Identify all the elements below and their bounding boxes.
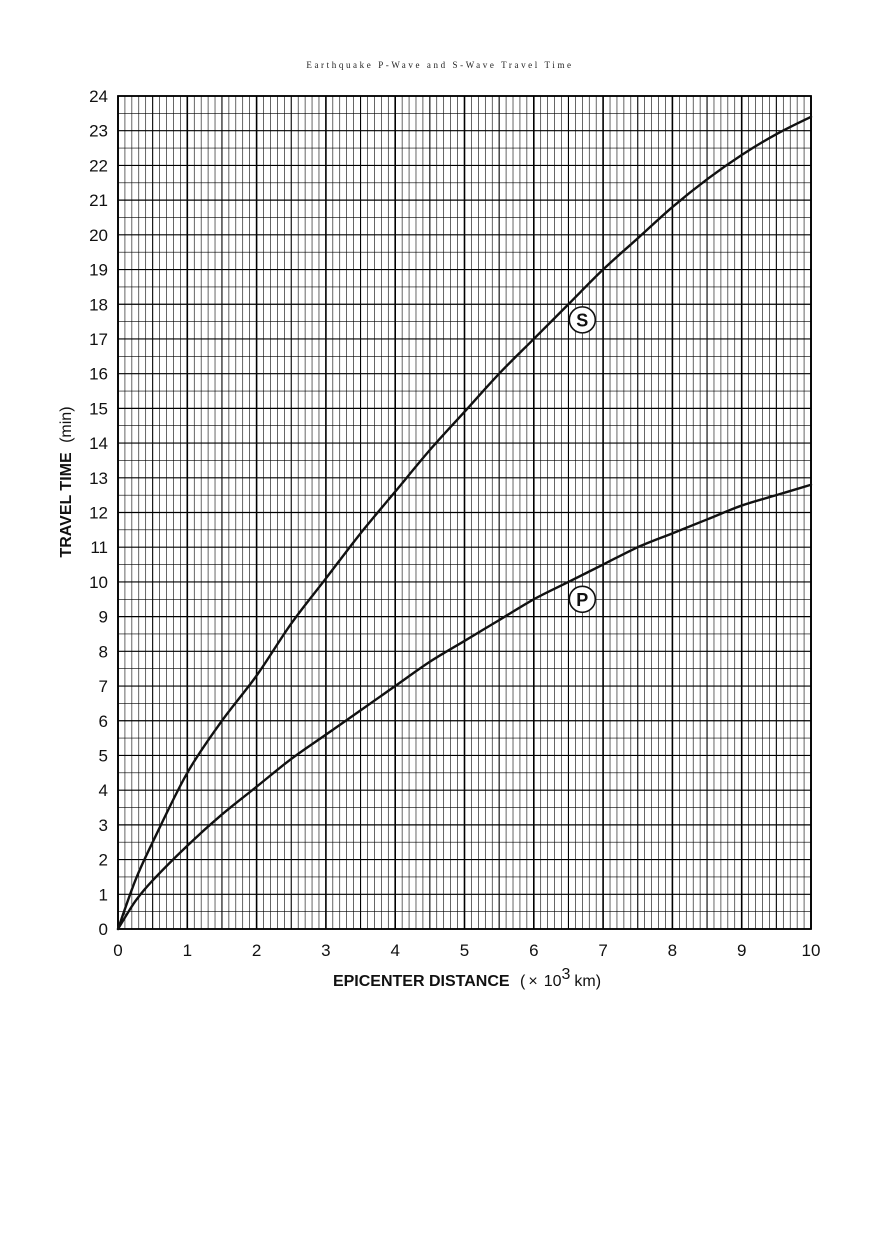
chart-grid: [117, 95, 812, 930]
y-tick-label: 15: [89, 399, 108, 418]
y-tick-label: 20: [89, 226, 108, 245]
series-label-text: P: [576, 590, 588, 610]
x-axis-unit-base: 10: [544, 973, 562, 990]
x-tick-label: 6: [529, 941, 538, 960]
series-lines: [116, 115, 813, 931]
series-line-p: [116, 483, 813, 931]
y-tick-label: 8: [99, 642, 108, 661]
series-label-text: S: [576, 310, 588, 330]
x-tick-label: 1: [183, 941, 192, 960]
y-axis-label-text: TRAVEL TIME: [58, 452, 75, 558]
y-tick-label: 2: [99, 851, 108, 870]
x-axis-unit-exp: 3: [561, 966, 570, 983]
y-tick-label: 4: [99, 781, 108, 800]
y-tick-label: 1: [99, 885, 108, 904]
y-tick-label: 9: [99, 608, 108, 627]
series-label-p: P: [568, 585, 597, 614]
x-axis-unit-times: ×: [528, 973, 537, 990]
y-tick-label: 18: [89, 295, 108, 314]
plot-frame: [117, 95, 812, 930]
y-tick-label: 7: [99, 677, 108, 696]
y-axis-label: TRAVEL TIME (min): [58, 406, 75, 557]
x-tick-label: 3: [321, 941, 330, 960]
y-tick-label: 13: [89, 469, 108, 488]
y-tick-label: 11: [90, 538, 108, 557]
x-tick-label: 9: [737, 941, 746, 960]
y-tick-label: 12: [89, 504, 108, 523]
x-tick-label: 10: [802, 941, 821, 960]
x-axis-unit-open: (: [520, 973, 526, 990]
y-tick-label: 6: [99, 712, 108, 731]
x-tick-label: 7: [598, 941, 607, 960]
series-label-circle: [568, 306, 597, 334]
series-line-s: [116, 115, 813, 931]
y-tick-label: 5: [99, 746, 108, 765]
x-tick-label: 5: [460, 941, 469, 960]
chart-title: Earthquake P-Wave and S-Wave Travel Time: [306, 60, 573, 70]
y-tick-label: 24: [89, 87, 108, 106]
y-tick-label: 22: [89, 156, 108, 175]
x-tick-label: 4: [390, 941, 399, 960]
x-axis-ticks: 0 1 2 3 4 5 6 7 8 9 10: [113, 941, 820, 960]
y-tick-label: 14: [89, 434, 108, 453]
series-labels: SP: [568, 306, 597, 614]
y-tick-label: 16: [89, 365, 108, 384]
y-axis-unit: (min): [58, 406, 75, 442]
x-axis-unit-suffix: km): [574, 973, 601, 990]
x-tick-label: 0: [113, 941, 122, 960]
series-label-s: S: [568, 306, 597, 334]
y-tick-label: 10: [89, 573, 108, 592]
x-tick-label: 8: [668, 941, 677, 960]
y-tick-label: 19: [89, 261, 108, 280]
y-tick-label: 23: [89, 122, 108, 141]
y-tick-label: 21: [89, 191, 108, 210]
x-axis-label: EPICENTER DISTANCE (× 103 km): [333, 966, 601, 990]
series-label-circle: [568, 585, 597, 614]
x-tick-label: 2: [252, 941, 261, 960]
y-tick-label: 17: [89, 330, 108, 349]
x-axis-label-text: EPICENTER DISTANCE: [333, 973, 510, 990]
y-tick-label: 3: [99, 816, 108, 835]
y-tick-label: 0: [99, 920, 108, 939]
